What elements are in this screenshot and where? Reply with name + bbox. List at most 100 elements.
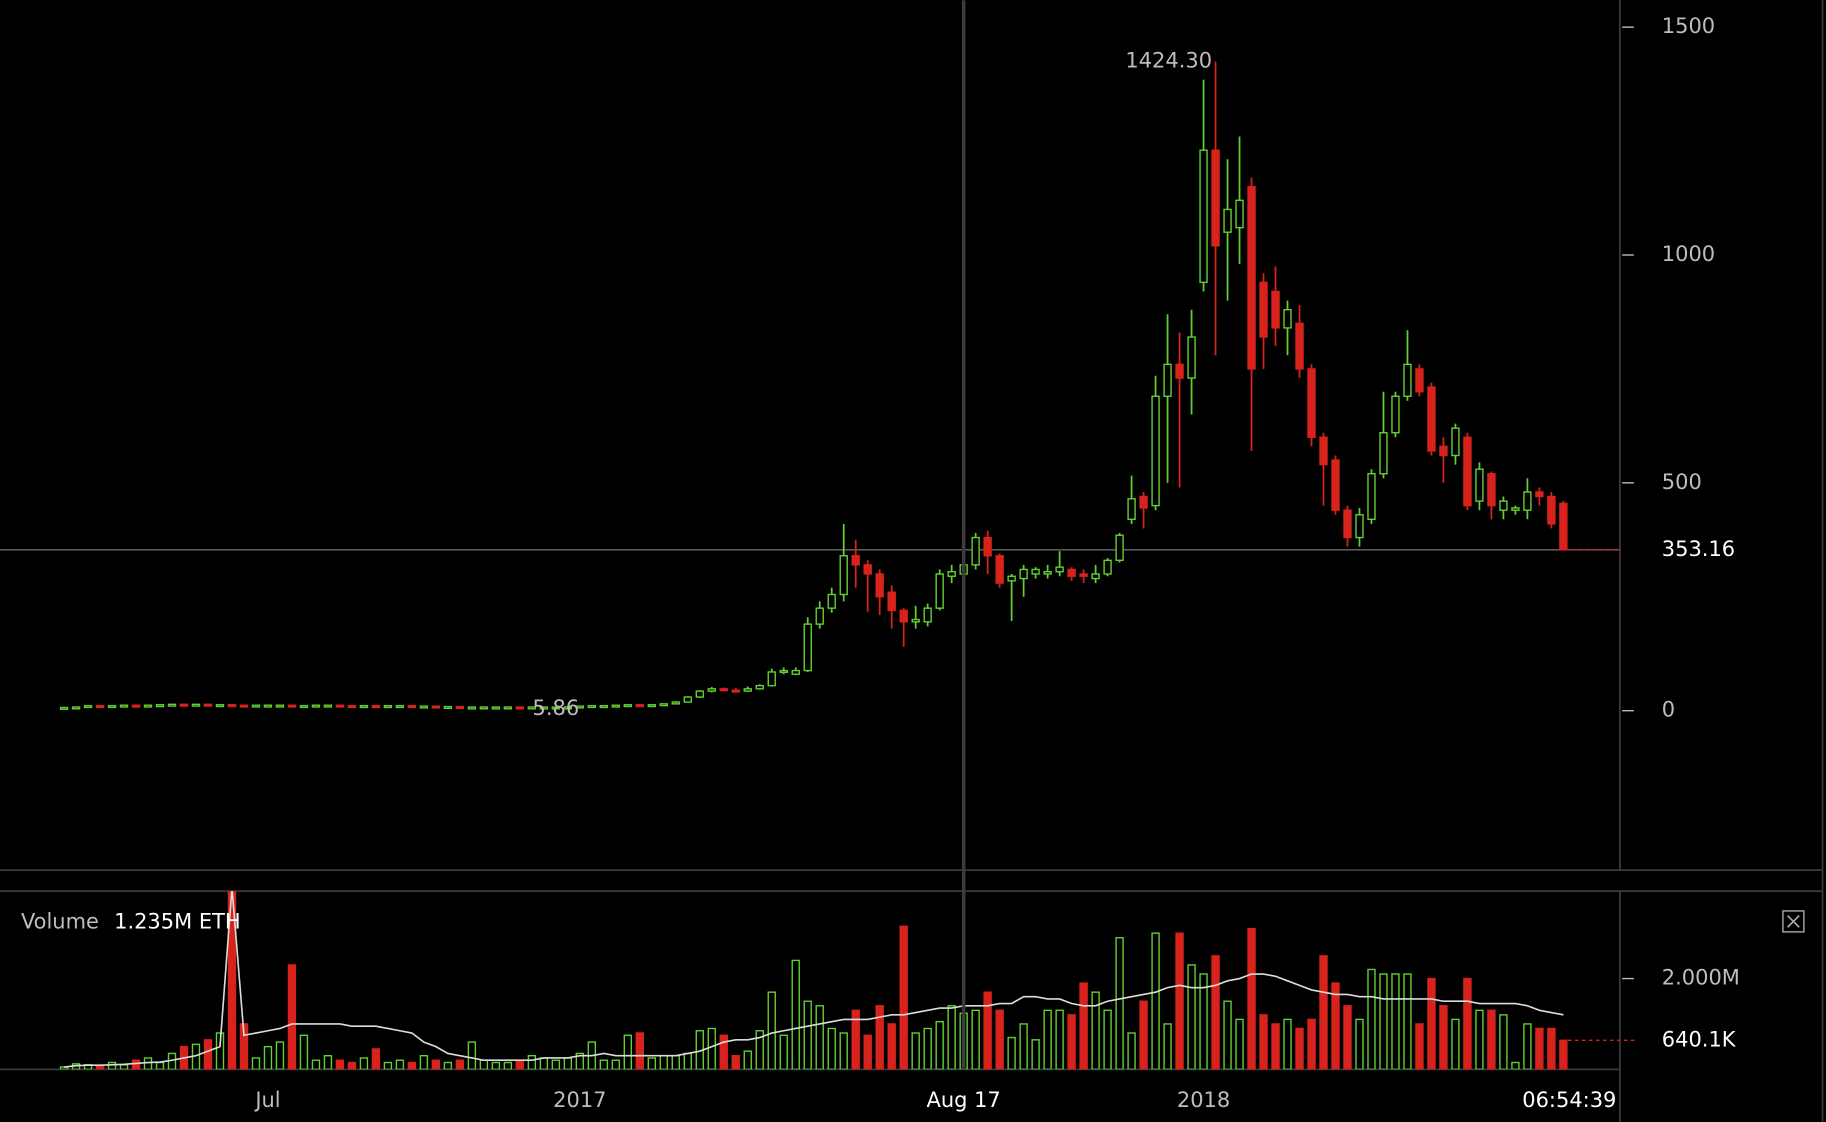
- volume-bar: [1307, 1018, 1316, 1070]
- candle-body: [335, 704, 345, 708]
- volume-bar: [359, 1057, 369, 1070]
- volume-bar: [479, 1059, 489, 1070]
- volume-bar: [839, 1032, 848, 1070]
- volume-bar: [719, 1034, 728, 1070]
- candle-body: [467, 706, 477, 710]
- volume-bar: [575, 1052, 585, 1070]
- candle-body: [1463, 436, 1472, 507]
- volume-bar: [455, 1059, 465, 1070]
- crosshair-label: Aug 17: [927, 1088, 1001, 1112]
- candle-body: [1187, 336, 1196, 379]
- volume-bar: [551, 1059, 561, 1070]
- volume-bar: [707, 1027, 716, 1070]
- volume-bar: [311, 1059, 321, 1070]
- volume-ma-line: [63, 891, 1564, 1068]
- close-icon[interactable]: [1786, 915, 1800, 928]
- volume-bar: [143, 1057, 153, 1070]
- volume-bar: [1487, 1009, 1496, 1070]
- volume-bar: [251, 1057, 261, 1070]
- candle-body: [359, 704, 369, 709]
- candle-body: [1103, 559, 1112, 575]
- volume-bar: [203, 1039, 213, 1070]
- candle-body: [1487, 473, 1496, 507]
- volume-bar: [1451, 1018, 1460, 1070]
- close-box[interactable]: [1782, 910, 1805, 933]
- volume-bar: [1331, 982, 1340, 1070]
- candle-body: [1247, 185, 1256, 370]
- candle-body: [1163, 363, 1172, 397]
- candle-body: [635, 704, 644, 708]
- candle-body: [263, 704, 273, 708]
- candle-body: [899, 609, 908, 623]
- volume-bar: [1151, 932, 1160, 1070]
- volume-bar: [275, 1041, 285, 1070]
- candle-body: [443, 705, 453, 710]
- candle-body: [371, 704, 381, 709]
- volume-bar: [1391, 973, 1400, 1070]
- volume-bar: [1223, 1000, 1232, 1070]
- candle-body: [683, 696, 692, 703]
- candle-body: [1127, 498, 1136, 521]
- volume-bar: [911, 1032, 920, 1070]
- volume-bar: [1283, 1018, 1292, 1070]
- candle-body: [611, 704, 621, 708]
- volume-bar: [1259, 1014, 1268, 1070]
- y-tick-label: 500: [1662, 470, 1702, 494]
- candle-body: [1379, 432, 1388, 475]
- candle-body: [827, 593, 836, 609]
- volume-bar: [1367, 968, 1376, 1070]
- volume-bar: [851, 1009, 860, 1070]
- candle-body: [407, 704, 417, 709]
- volume-bar: [527, 1055, 537, 1070]
- volume-bar: [947, 1005, 956, 1070]
- candle-body: [1091, 573, 1100, 580]
- volume-bar: [1499, 1014, 1508, 1070]
- volume-bar: [395, 1059, 405, 1070]
- volume-pane: [59, 891, 1568, 1070]
- candle-body: [1475, 468, 1484, 502]
- volume-bar: [659, 1055, 668, 1070]
- volume-bar: [419, 1055, 429, 1070]
- volume-bar: [215, 1032, 225, 1070]
- close-button[interactable]: [1782, 910, 1805, 933]
- candle-body: [1043, 571, 1052, 575]
- volume-bar: [983, 991, 992, 1070]
- volume-bar: [1427, 977, 1436, 1070]
- volume-bar: [1187, 964, 1196, 1070]
- volume-bar: [923, 1027, 932, 1070]
- candle-body: [575, 705, 585, 709]
- volume-bar: [1511, 1061, 1520, 1070]
- candle-body: [179, 703, 189, 707]
- volume-bar: [539, 1057, 549, 1070]
- volume-bar: [827, 1027, 836, 1070]
- candle-body: [767, 671, 776, 687]
- candle-body: [1523, 491, 1532, 511]
- volume-title: Volume: [21, 910, 99, 934]
- candle-body: [803, 623, 812, 672]
- volume-bar: [1175, 932, 1184, 1070]
- candle-body: [347, 704, 357, 709]
- candle-body: [1271, 290, 1280, 329]
- volume-bar: [443, 1061, 453, 1070]
- candle-body: [719, 688, 728, 692]
- candle-body: [1223, 208, 1232, 233]
- volume-bar: [1091, 991, 1100, 1070]
- candle-body: [599, 704, 609, 709]
- candle-body: [227, 704, 237, 708]
- candle-body: [107, 704, 117, 709]
- volume-bar: [599, 1059, 609, 1070]
- candle-body: [779, 669, 788, 674]
- volume-bar: [1463, 977, 1472, 1070]
- candle-body: [1295, 322, 1304, 370]
- candle-body: [527, 706, 537, 710]
- volume-bar: [1007, 1036, 1016, 1070]
- candle-body: [623, 704, 632, 708]
- volume-bar: [1559, 1039, 1568, 1070]
- candle-body: [119, 704, 129, 708]
- price-pane: [0, 61, 1620, 710]
- candle-body: [1259, 281, 1268, 338]
- volume-bar: [1319, 955, 1328, 1070]
- volume-bar: [1055, 1009, 1064, 1070]
- candle-body: [95, 704, 105, 709]
